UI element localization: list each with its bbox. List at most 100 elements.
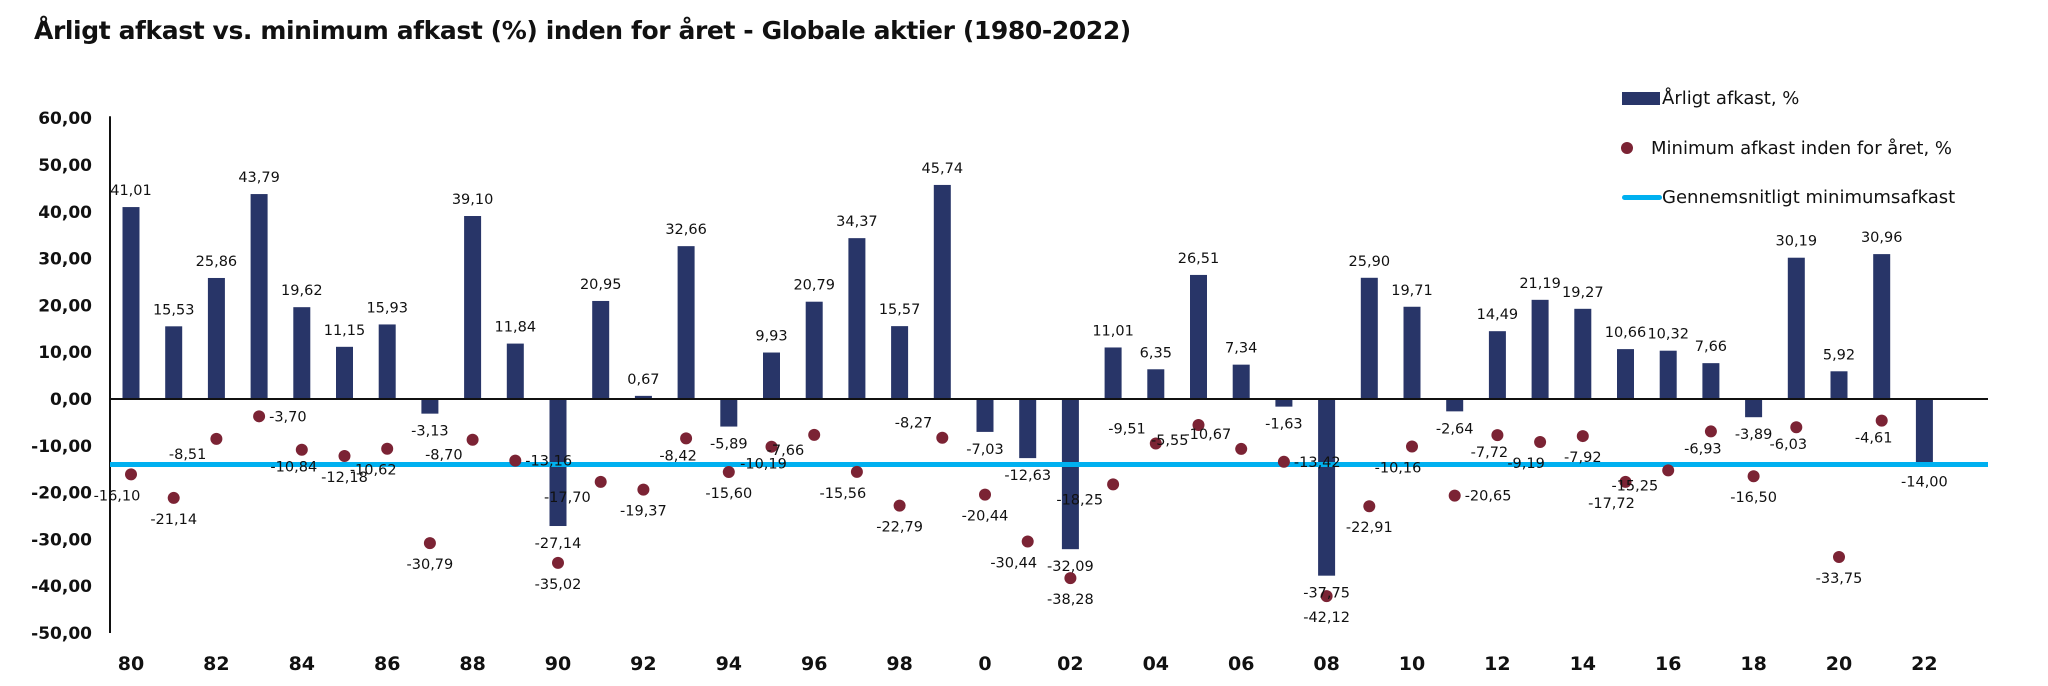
bar-value-label: -27,14 bbox=[535, 536, 582, 552]
bar bbox=[1488, 331, 1506, 399]
minimum-return-dot bbox=[1534, 436, 1547, 449]
minimum-value-label: -38,28 bbox=[1047, 592, 1094, 608]
bar bbox=[1574, 308, 1592, 399]
bar-value-label: 41,01 bbox=[110, 183, 152, 199]
x-tick-label: 84 bbox=[289, 653, 315, 675]
bar-value-label: 11,01 bbox=[1092, 323, 1134, 339]
minimum-value-label: -20,65 bbox=[1465, 489, 1512, 505]
minimum-value-label: -15,56 bbox=[820, 486, 867, 502]
minimum-return-dot bbox=[167, 491, 180, 504]
minimum-value-label: -8,51 bbox=[169, 447, 207, 463]
bar-value-label: -1,63 bbox=[1265, 417, 1303, 433]
bar bbox=[1787, 257, 1805, 399]
bar bbox=[1190, 274, 1207, 399]
x-tick-label: 12 bbox=[1484, 653, 1510, 675]
minimum-value-label: -10,84 bbox=[270, 460, 317, 476]
line-swatch-icon bbox=[1622, 194, 1662, 200]
minimum-return-dot bbox=[1619, 475, 1632, 488]
minimum-value-label: -22,91 bbox=[1346, 520, 1393, 536]
minimum-return-dot bbox=[1192, 418, 1205, 431]
bar-value-label: 21,19 bbox=[1519, 276, 1561, 292]
bar bbox=[293, 307, 311, 399]
bar-value-label: 14,49 bbox=[1477, 307, 1519, 323]
bar bbox=[1873, 254, 1891, 399]
bar-swatch-icon bbox=[1622, 91, 1660, 105]
bar-value-label: 26,51 bbox=[1178, 251, 1220, 267]
x-tick-label: 08 bbox=[1313, 653, 1339, 675]
minimum-value-label: -13,42 bbox=[1294, 455, 1341, 471]
bar-value-label: 5,92 bbox=[1823, 347, 1855, 363]
bar-value-label: 25,90 bbox=[1349, 254, 1391, 270]
x-tick-label: 80 bbox=[118, 653, 144, 675]
bar bbox=[763, 352, 780, 399]
y-tick-label: 60,00 bbox=[38, 109, 92, 129]
bar-value-label: -2,64 bbox=[1436, 421, 1474, 437]
bar bbox=[933, 184, 951, 399]
bar bbox=[1104, 347, 1122, 399]
bar-value-label: -3,13 bbox=[411, 424, 449, 440]
bar-value-label: 32,66 bbox=[665, 222, 707, 238]
y-tick-label: 20,00 bbox=[38, 296, 92, 316]
legend-item-annual-return[interactable]: Årligt afkast, % bbox=[1622, 86, 1799, 110]
scatter-series bbox=[125, 410, 1888, 603]
minimum-value-label: -8,42 bbox=[659, 448, 697, 464]
minimum-value-label: -7,72 bbox=[1471, 445, 1509, 461]
minimum-return-dot bbox=[423, 537, 436, 550]
y-tick-label: -30,00 bbox=[31, 530, 92, 550]
bar bbox=[1531, 299, 1549, 399]
x-tick-label: 98 bbox=[886, 653, 912, 675]
y-tick-label: -10,00 bbox=[31, 437, 92, 457]
bar bbox=[250, 194, 268, 399]
minimum-value-label: -16,10 bbox=[94, 488, 141, 504]
bar bbox=[336, 346, 353, 399]
bar-value-label: 11,15 bbox=[324, 323, 366, 339]
bar bbox=[1275, 399, 1293, 407]
bar bbox=[1318, 399, 1336, 576]
bar-value-label: 7,66 bbox=[1695, 339, 1727, 355]
x-tick-label: 94 bbox=[716, 653, 742, 675]
minimum-return-dot bbox=[893, 499, 906, 512]
bar-value-label: 19,27 bbox=[1562, 285, 1604, 301]
x-tick-label: 16 bbox=[1655, 653, 1681, 675]
minimum-value-label: -9,19 bbox=[1507, 456, 1545, 472]
bar bbox=[1147, 369, 1165, 399]
x-tick-label: 86 bbox=[374, 653, 400, 675]
bar-value-label: 10,32 bbox=[1647, 327, 1689, 343]
minimum-return-dot bbox=[936, 431, 949, 444]
y-tick-label: 30,00 bbox=[38, 250, 92, 270]
bar-value-label: 6,35 bbox=[1140, 345, 1172, 361]
bar bbox=[1446, 399, 1464, 412]
legend-label: Minimum afkast inden for året, % bbox=[1651, 137, 1953, 159]
y-tick-label: 0,00 bbox=[50, 390, 92, 410]
bar-value-label: 39,10 bbox=[452, 192, 494, 208]
legend-label: Gennemsnitligt minimumsafkast bbox=[1662, 186, 1956, 208]
minimum-value-label: -17,72 bbox=[1588, 496, 1635, 512]
minimum-value-label: -17,70 bbox=[544, 490, 591, 506]
minimum-return-dot bbox=[594, 475, 607, 488]
x-tick-label: 04 bbox=[1143, 653, 1169, 675]
bar-value-label: -14,00 bbox=[1901, 475, 1948, 491]
minimum-value-label: -21,14 bbox=[150, 512, 197, 528]
x-tick-label: 88 bbox=[459, 653, 485, 675]
x-tick-label: 06 bbox=[1228, 653, 1254, 675]
minimum-return-dot bbox=[680, 432, 693, 445]
dot-data-labels: -16,10 -21,14 -8,51 -3,70 -10,84-12,18-10,62… bbox=[94, 409, 1893, 626]
bar-value-label: 34,37 bbox=[836, 214, 878, 230]
minimum-value-label: -15,60 bbox=[705, 486, 752, 502]
legend-item-average-minimum[interactable]: Gennemsnitligt minimumsafkast bbox=[1622, 185, 1955, 209]
minimum-value-label: -8,70 bbox=[425, 448, 463, 464]
bar bbox=[848, 238, 866, 399]
x-tick-label: 18 bbox=[1740, 653, 1766, 675]
minimum-return-dot bbox=[1704, 425, 1717, 438]
bar-value-label: 11,84 bbox=[495, 320, 537, 336]
minimum-value-label: -22,79 bbox=[876, 520, 923, 536]
minimum-value-label: -8,27 bbox=[895, 416, 933, 432]
bar bbox=[891, 326, 909, 399]
minimum-value-label: -42,12 bbox=[1303, 610, 1350, 626]
x-tick-label: 82 bbox=[203, 653, 229, 675]
bar bbox=[720, 399, 738, 427]
minimum-return-dot bbox=[1149, 437, 1162, 450]
legend-item-minimum-return[interactable]: Minimum afkast inden for året, % bbox=[1608, 136, 1952, 160]
bar bbox=[1061, 399, 1079, 550]
minimum-return-dot bbox=[722, 466, 735, 479]
